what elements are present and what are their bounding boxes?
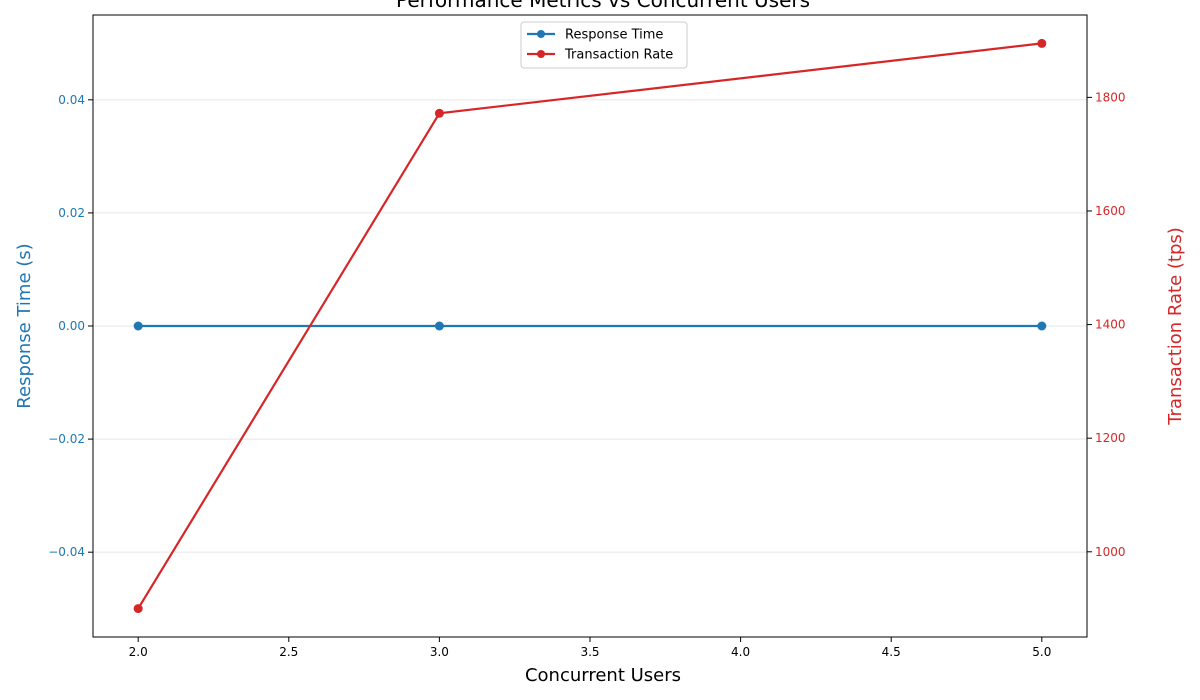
response-time-point (434, 321, 444, 331)
y-left-tick-label: 0.00 (58, 319, 85, 333)
y-right-tick-label: 1000 (1095, 545, 1126, 559)
transaction-rate-point (434, 108, 444, 118)
x-tick-label: 4.5 (882, 645, 901, 659)
y-left-tick-label: 0.04 (58, 93, 85, 107)
y-right-tick-label: 1800 (1095, 90, 1126, 104)
y-right-tick-label: 1400 (1095, 318, 1126, 332)
x-axis: 2.0 2.5 3.0 3.5 4.0 4.5 5.0 (129, 637, 1051, 659)
response-time-point (1037, 321, 1047, 331)
x-tick-label: 2.0 (129, 645, 148, 659)
y-left-tick-label: 0.02 (58, 206, 85, 220)
y-axis-left: −0.04 −0.02 0.00 0.02 0.04 (48, 93, 93, 559)
x-tick-label: 4.0 (731, 645, 750, 659)
y-right-tick-label: 1200 (1095, 431, 1126, 445)
transaction-rate-point (1037, 38, 1047, 48)
legend-swatch-marker (537, 30, 545, 38)
x-axis-label: Concurrent Users (525, 665, 681, 686)
response-time-point (133, 321, 143, 331)
legend-label: Transaction Rate (564, 48, 673, 63)
y-right-tick-label: 1600 (1095, 204, 1126, 218)
y-axis-right-label: Transaction Rate (tps) (1165, 227, 1186, 426)
legend: Response Time Transaction Rate (520, 21, 688, 69)
legend-label: Response Time (565, 28, 663, 43)
y-left-tick-label: −0.04 (48, 545, 85, 559)
transaction-rate-point (133, 604, 143, 614)
x-tick-label: 2.5 (279, 645, 298, 659)
series-layer (133, 38, 1047, 614)
y-left-tick-label: −0.02 (48, 432, 85, 446)
y-axis-left-label: Response Time (s) (14, 243, 35, 408)
legend-box (520, 21, 688, 69)
y-axis-right: 1000 1200 1400 1600 1800 (1087, 90, 1126, 559)
chart-title: Performance Metrics vs Concurrent Users (396, 0, 810, 12)
x-tick-label: 5.0 (1032, 645, 1051, 659)
x-tick-label: 3.5 (580, 645, 599, 659)
legend-swatch-marker (537, 50, 545, 58)
x-tick-label: 3.0 (430, 645, 449, 659)
